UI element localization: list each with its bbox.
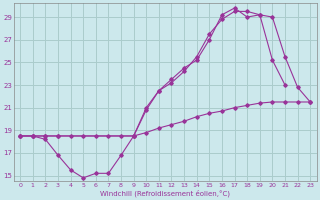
X-axis label: Windchill (Refroidissement éolien,°C): Windchill (Refroidissement éolien,°C) — [100, 189, 230, 197]
